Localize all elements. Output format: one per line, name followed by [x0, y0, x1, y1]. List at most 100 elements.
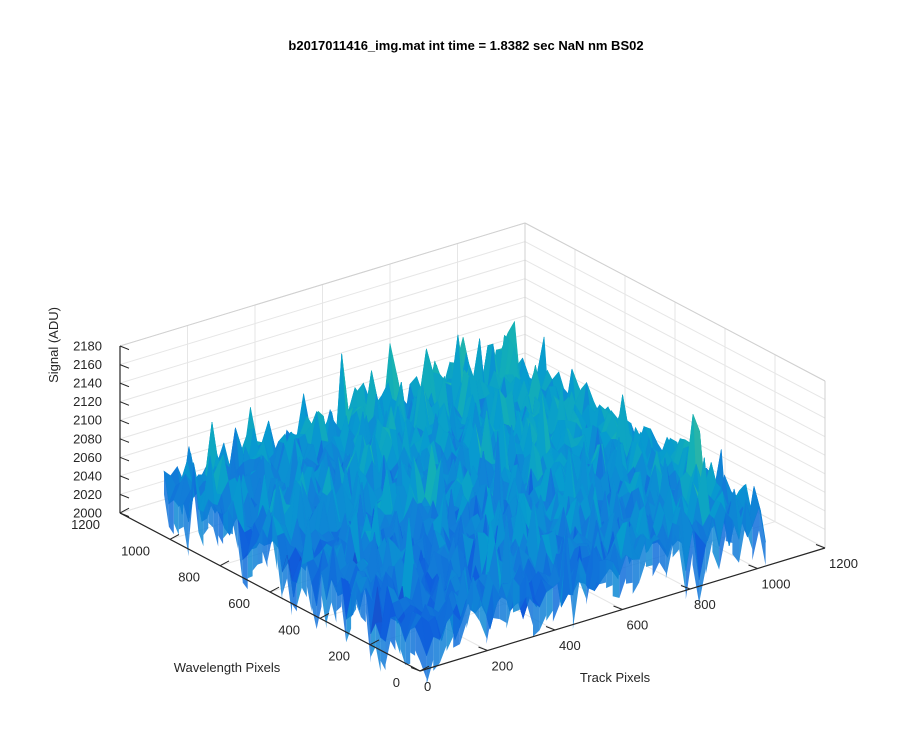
surface-skirt — [400, 625, 406, 665]
surface-skirt — [168, 499, 174, 535]
surface-skirt — [267, 514, 273, 562]
surface-skirt — [652, 539, 660, 577]
surface-skirt — [539, 592, 547, 631]
surface-skirt — [632, 559, 640, 594]
surface-skirt — [626, 555, 633, 584]
grid-line — [119, 259, 526, 384]
grid-line — [524, 259, 826, 419]
y-tick-label: 200 — [328, 649, 350, 664]
surface-skirt — [252, 541, 258, 571]
surface-skirt — [739, 500, 746, 563]
surface-skirt — [725, 512, 733, 543]
y-tick — [319, 613, 330, 619]
surface-skirt — [351, 580, 356, 618]
surface-skirt — [612, 561, 620, 598]
surface-skirt — [341, 577, 347, 643]
chart-title: b2017011416_img.mat int time = 1.8382 se… — [288, 38, 643, 53]
surface-skirt — [699, 545, 706, 604]
z-tick — [119, 364, 130, 369]
z-tick — [119, 493, 130, 499]
x-tick — [613, 605, 623, 610]
surface-skirt — [316, 572, 322, 630]
x-tick-label: 1200 — [829, 556, 858, 571]
surface-skirt — [499, 595, 507, 623]
surface-skirt — [405, 629, 411, 665]
surface-skirt — [173, 499, 179, 536]
grid-line — [524, 278, 826, 438]
surface-skirt — [719, 512, 726, 570]
surface-skirt — [466, 577, 474, 629]
z-axis-label: Signal (ADU) — [46, 307, 61, 383]
grid-line — [524, 241, 826, 401]
surface-skirt — [277, 536, 283, 601]
y-tick-label: 600 — [228, 596, 250, 611]
surface-skirt — [506, 578, 513, 629]
surface-skirt — [321, 572, 327, 629]
surface-skirt — [552, 581, 560, 622]
grid-line — [524, 333, 826, 493]
surface-skirt — [459, 599, 467, 645]
surface-skirt — [188, 462, 194, 546]
surface-skirt — [566, 526, 573, 619]
surface-skirt — [579, 557, 587, 599]
z-tick — [119, 475, 130, 480]
z-tick-label: 2000 — [73, 506, 102, 521]
z-tick-label: 2100 — [73, 413, 102, 428]
surface-skirt — [370, 623, 376, 657]
surface-skirt — [237, 519, 243, 583]
z-tick-label: 2080 — [73, 431, 102, 446]
z-tick-label: 2180 — [73, 339, 102, 354]
surface-skirt — [639, 538, 646, 583]
z-tick-label: 2120 — [73, 394, 102, 409]
surface-skirt — [679, 526, 686, 594]
x-tick — [478, 646, 488, 651]
surface-skirt — [533, 602, 540, 637]
surface-skirt — [493, 583, 500, 620]
y-tick — [219, 560, 230, 567]
x-axis-label: Track Pixels — [580, 670, 651, 685]
z-tick-label: 2140 — [73, 376, 102, 391]
y-tick — [369, 639, 380, 646]
z-tick — [119, 512, 130, 518]
z-tick — [119, 382, 130, 388]
surface-skirt — [380, 637, 386, 671]
surface-skirt — [360, 588, 366, 623]
surface-skirt — [732, 519, 739, 563]
x-tick — [815, 544, 826, 549]
z-tick — [119, 438, 130, 443]
surface-skirt — [395, 616, 401, 655]
surface-skirt — [415, 627, 420, 662]
surface-skirt — [336, 577, 342, 612]
surface-skirt — [306, 562, 312, 612]
surface-skirt — [257, 528, 263, 565]
surface-skirt — [164, 471, 169, 527]
surface-skirt — [346, 594, 352, 643]
surface-skirt — [242, 555, 248, 590]
surface-skirt — [193, 462, 199, 533]
z-tick-label: 2160 — [73, 357, 102, 372]
surface-skirt — [356, 580, 361, 617]
y-tick-label: 0 — [393, 675, 400, 690]
surface-skirt — [390, 616, 396, 651]
box-edge — [524, 222, 826, 382]
surface-skirt — [326, 578, 332, 623]
y-tick-label: 800 — [178, 570, 200, 585]
surface-skirt — [208, 499, 214, 528]
surface-skirt — [453, 613, 460, 648]
x-tick-label: 600 — [627, 618, 649, 633]
surface-skirt — [745, 500, 753, 550]
surface-skirt — [203, 499, 209, 536]
y-tick — [169, 534, 180, 540]
surface-skirt — [473, 577, 480, 622]
surface-skirt — [426, 636, 434, 685]
surface-skirt — [692, 530, 700, 604]
surface-skirt — [599, 559, 607, 585]
surface-skirt — [659, 539, 666, 573]
x-tick-label: 1000 — [762, 577, 791, 592]
y-tick — [269, 586, 280, 593]
z-tick-label: 2020 — [73, 487, 102, 502]
surface-skirt — [272, 514, 278, 571]
z-tick — [119, 401, 130, 406]
z-tick — [119, 419, 130, 425]
surface-skirt — [513, 578, 520, 613]
